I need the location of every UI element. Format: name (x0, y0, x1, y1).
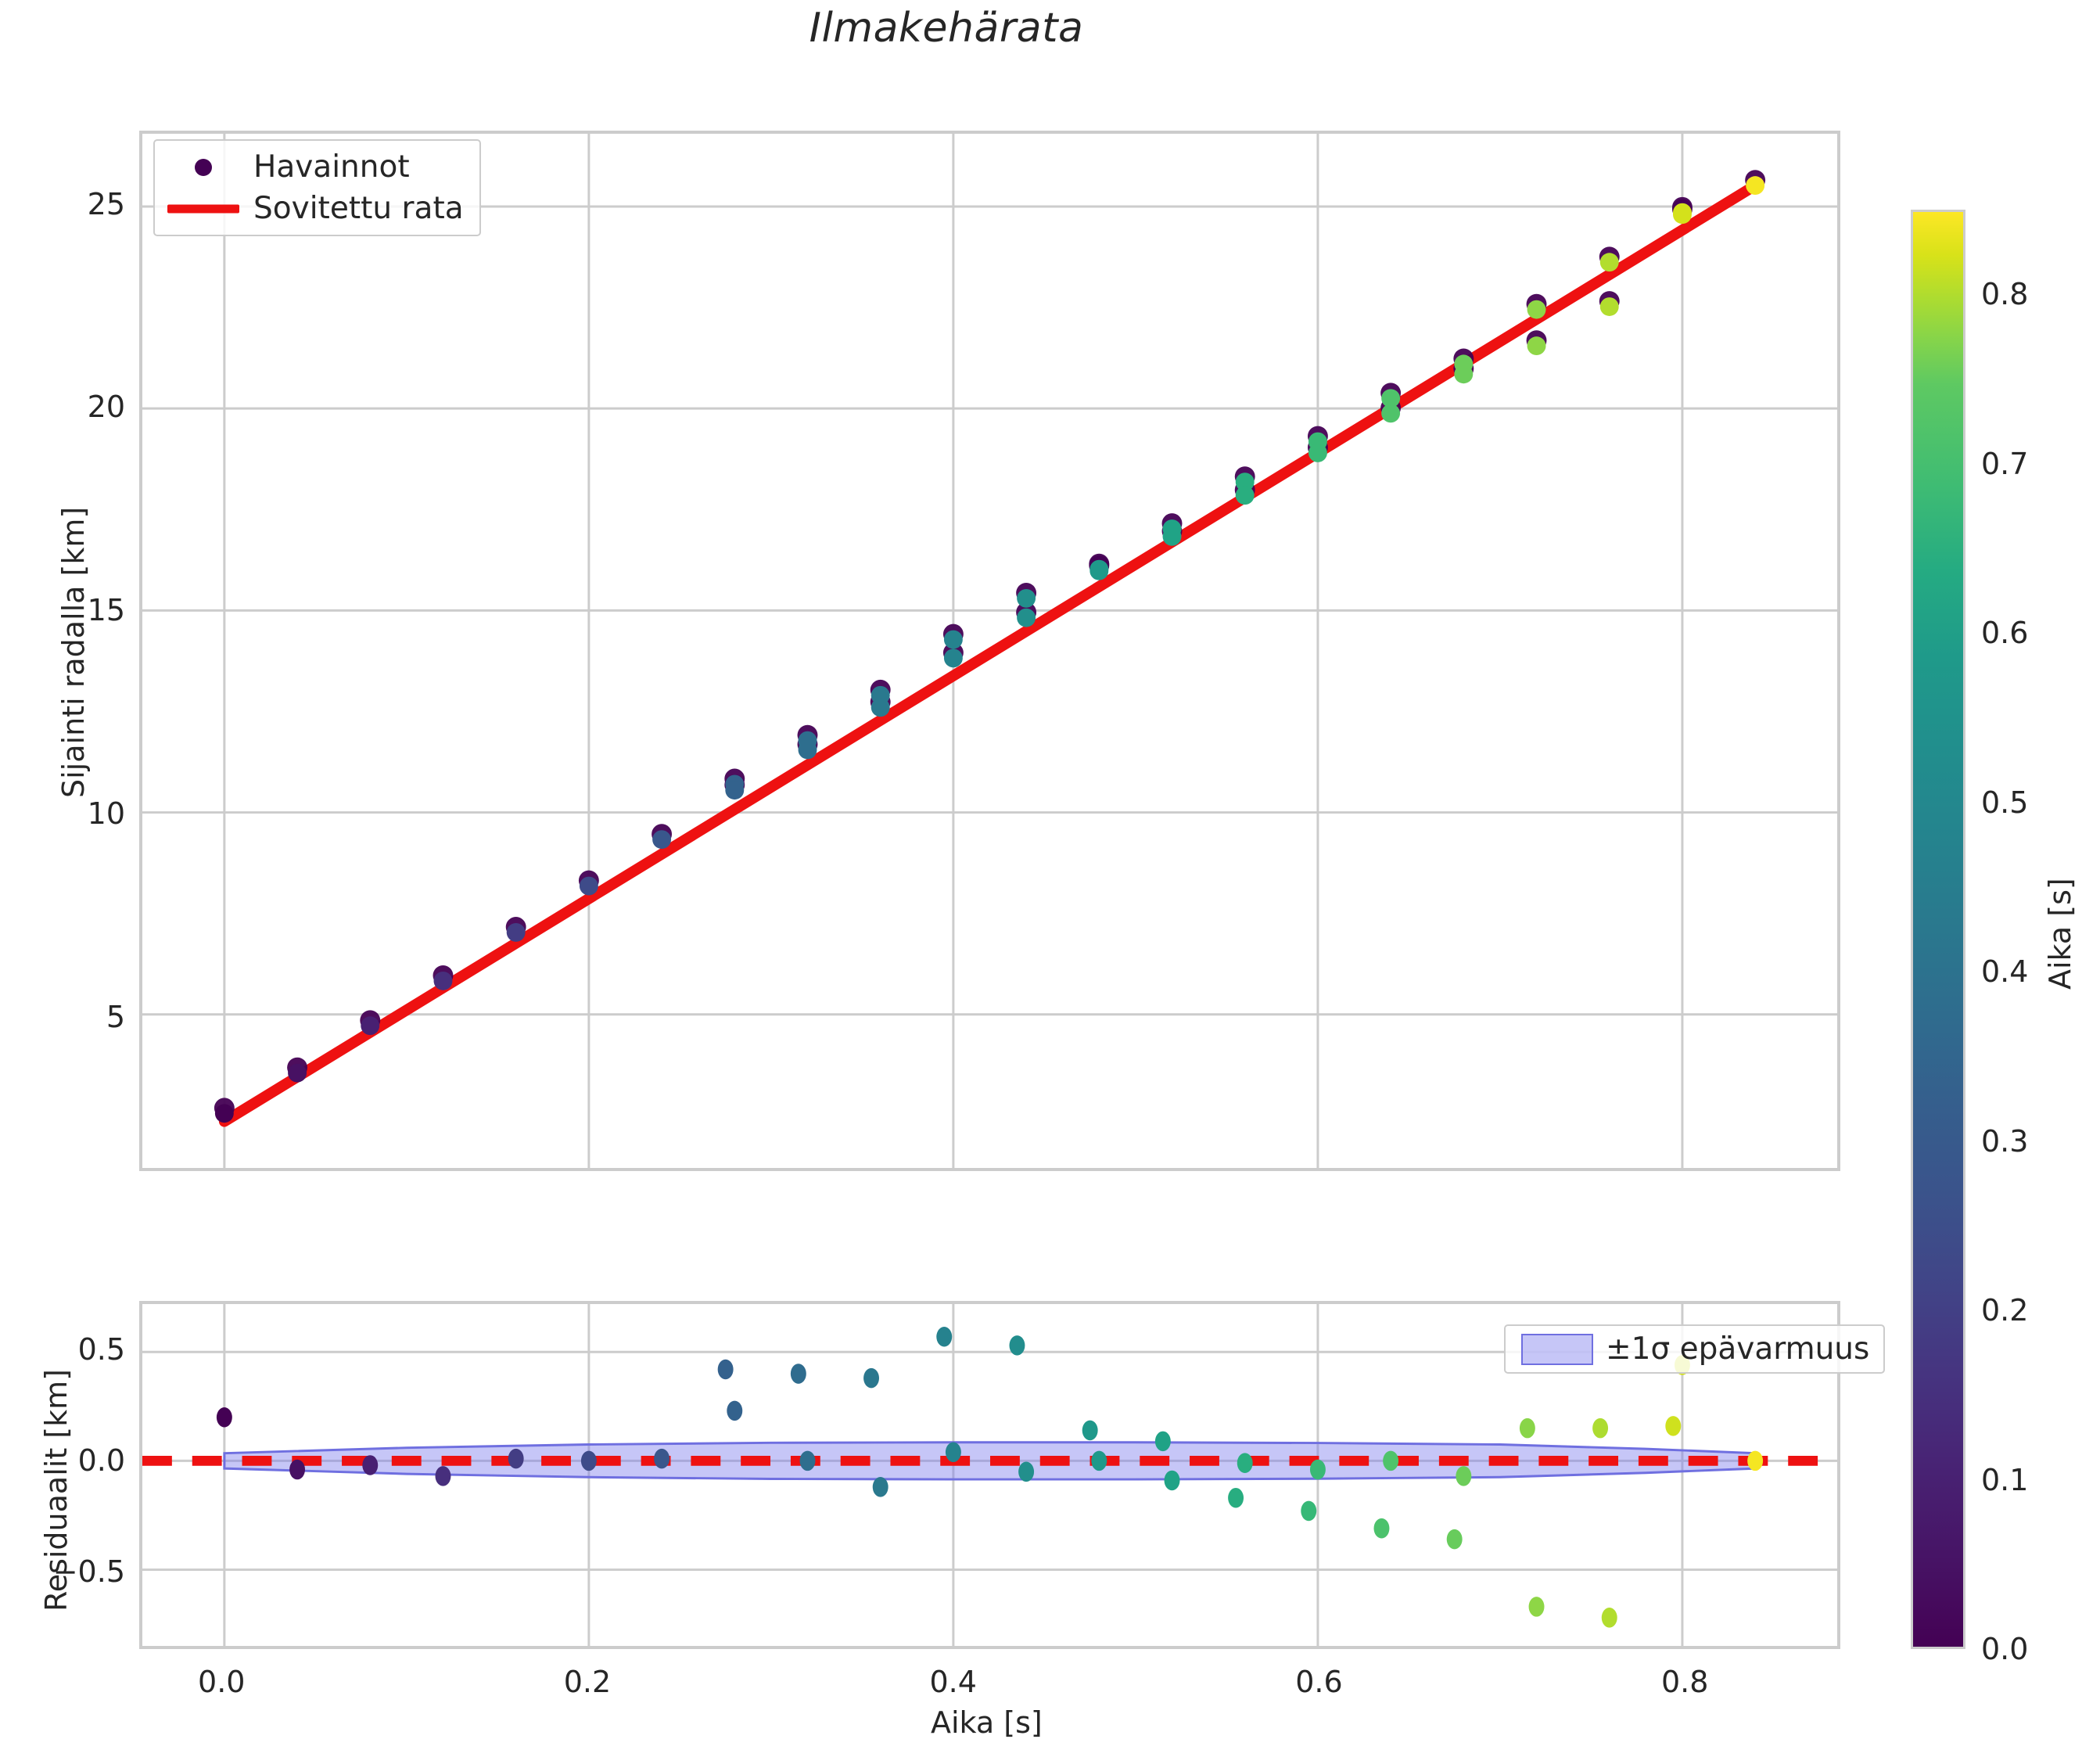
residuals-x-tick: 0.8 (1660, 1665, 1709, 1699)
residuals-y-tick: 0.0 (77, 1443, 125, 1479)
colorbar-tick: 0.5 (1981, 785, 2029, 820)
trajectory-y-tick: 10 (87, 796, 125, 831)
legend-item-sovitettu-rata: Sovitettu rata (167, 193, 464, 224)
trajectory-legend: Havainnot Sovitettu rata (153, 139, 481, 236)
colorbar-tick: 0.2 (1981, 1293, 2029, 1328)
residuals-legend: ±1σ epävarmuus (1504, 1324, 1886, 1374)
legend-item-sigma-band: ±1σ epävarmuus (1520, 1331, 1870, 1367)
colorbar-tick: 0.0 (1981, 1632, 2029, 1666)
residuals-canvas (142, 1304, 1837, 1646)
legend-label-havainnot: Havainnot (253, 149, 410, 185)
trajectory-y-tick: 20 (87, 390, 125, 425)
figure-title: Ilmakehärata (809, 5, 1084, 52)
legend-label-sovitettu-rata: Sovitettu rata (253, 191, 464, 226)
trajectory-canvas (142, 134, 1837, 1168)
legend-item-havainnot: Havainnot (167, 152, 464, 182)
residuals-y-tick: 0.5 (77, 1332, 125, 1367)
colorbar-tick: 0.1 (1981, 1462, 2029, 1497)
legend-label-sigma-band: ±1σ epävarmuus (1606, 1331, 1870, 1367)
trajectory-y-tick: 5 (106, 999, 125, 1034)
trajectory-y-axis-label: Sijainti radalla [km] (56, 506, 91, 798)
residuals-x-axis-label: Aika [s] (931, 1705, 1043, 1740)
residuals-x-tick: 0.6 (1295, 1665, 1343, 1699)
colorbar-tick: 0.7 (1981, 446, 2029, 481)
trajectory-y-tick: 15 (87, 593, 125, 628)
colorbar-tick: 0.8 (1981, 277, 2029, 312)
observations-marker-icon (167, 154, 239, 181)
residuals-x-tick: 0.0 (198, 1665, 246, 1699)
residuals-x-tick: 0.4 (929, 1665, 977, 1699)
trajectory-y-tick: 25 (87, 186, 125, 221)
residuals-y-tick: −0.5 (52, 1554, 125, 1589)
uncertainty-band-icon (1520, 1333, 1593, 1365)
residuals-x-tick: 0.2 (563, 1665, 612, 1699)
colorbar-tick: 0.4 (1981, 954, 2029, 990)
colorbar (1911, 210, 1965, 1649)
trajectory-plot-axes (139, 131, 1840, 1171)
fit-line-icon (167, 196, 239, 222)
residuals-y-axis-label: Residuaalit [km] (39, 1369, 74, 1611)
colorbar-tick: 0.6 (1981, 616, 2029, 651)
colorbar-label: Aika [s] (2043, 878, 2077, 990)
colorbar-tick: 0.3 (1981, 1123, 2029, 1159)
